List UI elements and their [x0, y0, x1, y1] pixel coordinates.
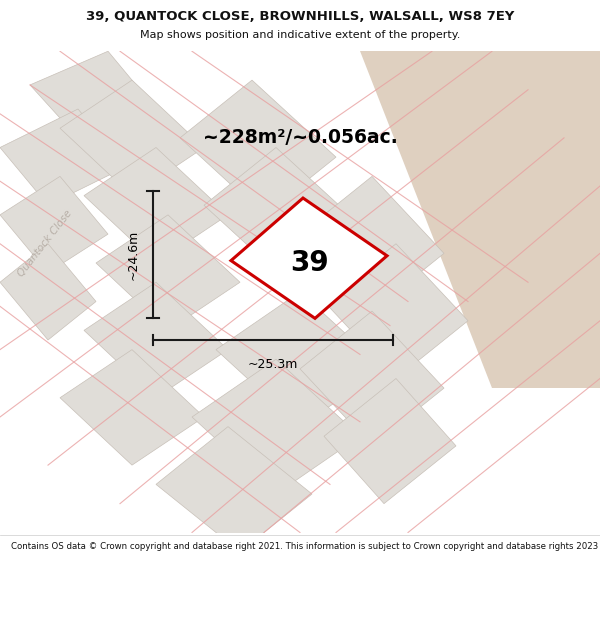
Text: 39: 39	[290, 249, 328, 277]
Polygon shape	[0, 176, 108, 272]
Polygon shape	[84, 282, 228, 398]
Polygon shape	[84, 148, 228, 263]
Text: ~228m²/~0.056ac.: ~228m²/~0.056ac.	[203, 128, 397, 148]
Polygon shape	[30, 51, 156, 138]
Polygon shape	[324, 379, 456, 504]
Polygon shape	[300, 176, 444, 311]
Text: ~24.6m: ~24.6m	[127, 229, 140, 280]
Polygon shape	[60, 80, 204, 196]
Polygon shape	[156, 427, 312, 552]
Text: Map shows position and indicative extent of the property.: Map shows position and indicative extent…	[140, 30, 460, 40]
Polygon shape	[324, 244, 468, 379]
Text: Contains OS data © Crown copyright and database right 2021. This information is : Contains OS data © Crown copyright and d…	[11, 542, 600, 551]
Polygon shape	[300, 311, 444, 446]
Polygon shape	[216, 292, 384, 427]
Polygon shape	[0, 244, 96, 340]
Polygon shape	[96, 215, 240, 331]
Text: Quantock Close: Quantock Close	[16, 209, 74, 279]
Polygon shape	[231, 198, 387, 318]
Text: ~25.3m: ~25.3m	[248, 358, 298, 371]
Text: 39, QUANTOCK CLOSE, BROWNHILLS, WALSALL, WS8 7EY: 39, QUANTOCK CLOSE, BROWNHILLS, WALSALL,…	[86, 10, 514, 23]
Polygon shape	[204, 148, 360, 282]
Polygon shape	[60, 349, 204, 465]
Polygon shape	[180, 80, 336, 215]
Polygon shape	[192, 359, 360, 494]
Polygon shape	[0, 109, 126, 205]
Polygon shape	[360, 51, 600, 388]
